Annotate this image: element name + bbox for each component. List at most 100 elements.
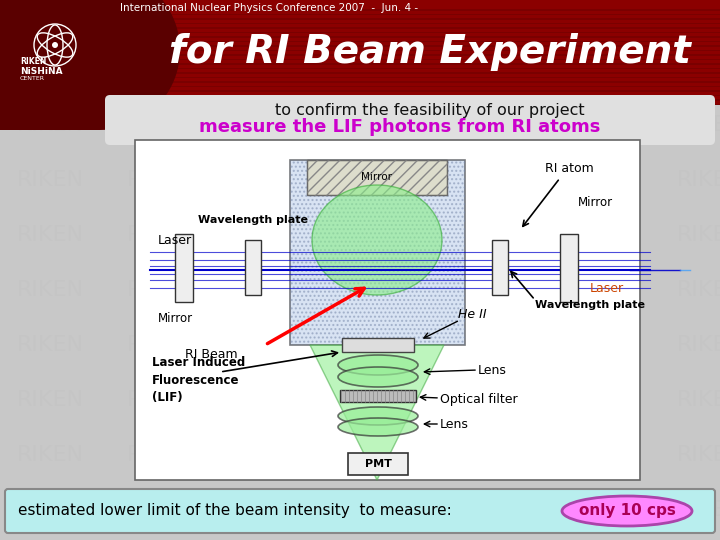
- Text: CENTER: CENTER: [20, 77, 45, 82]
- Text: RIKEN: RIKEN: [567, 500, 634, 520]
- FancyBboxPatch shape: [5, 489, 715, 533]
- Text: Wavelength plate: Wavelength plate: [535, 300, 645, 310]
- Bar: [0, 9, 720, 10]
- Text: Mirror: Mirror: [578, 195, 613, 208]
- Text: RIKEN: RIKEN: [346, 225, 413, 245]
- Bar: [0, 77, 720, 78]
- Text: RIKEN: RIKEN: [127, 5, 194, 25]
- Text: RIKEN: RIKEN: [236, 500, 304, 520]
- Text: RIKEN: RIKEN: [236, 335, 304, 355]
- Bar: [492, 240, 508, 295]
- Text: Mirror: Mirror: [158, 312, 193, 325]
- Text: RIKEN: RIKEN: [17, 280, 84, 300]
- Bar: [0, 36, 720, 37]
- Text: RIKEN: RIKEN: [677, 5, 720, 25]
- Text: RIKEN: RIKEN: [127, 500, 194, 520]
- Text: Lens: Lens: [478, 363, 507, 376]
- Bar: [560, 234, 578, 302]
- Bar: [0, 0, 720, 105]
- Text: RIKEN: RIKEN: [17, 390, 84, 410]
- Bar: [0, 68, 720, 69]
- Text: He II: He II: [458, 308, 487, 321]
- Text: measure the LIF photons from RI atoms: measure the LIF photons from RI atoms: [199, 118, 600, 136]
- Text: Laser: Laser: [590, 281, 624, 294]
- Text: RIKEN: RIKEN: [346, 170, 413, 190]
- Text: RIKEN: RIKEN: [346, 280, 413, 300]
- Text: RIKEN: RIKEN: [677, 225, 720, 245]
- Bar: [340, 390, 416, 402]
- Text: RIKEN: RIKEN: [17, 500, 84, 520]
- Bar: [307, 160, 447, 195]
- Text: RIKEN: RIKEN: [456, 280, 523, 300]
- Text: RIKEN: RIKEN: [236, 170, 304, 190]
- Text: RIKEN: RIKEN: [567, 280, 634, 300]
- Text: RIKEN: RIKEN: [17, 170, 84, 190]
- Bar: [0, 99, 720, 100]
- Text: NiSHiNA: NiSHiNA: [20, 66, 63, 76]
- Text: RIKEN: RIKEN: [456, 115, 523, 135]
- Bar: [135, 140, 640, 480]
- Text: RIKEN: RIKEN: [236, 280, 304, 300]
- Text: RIKEN: RIKEN: [236, 445, 304, 465]
- Text: RIKEN: RIKEN: [456, 445, 523, 465]
- Text: RIKEN: RIKEN: [677, 335, 720, 355]
- Text: RIKEN: RIKEN: [567, 115, 634, 135]
- Text: RIKEN: RIKEN: [456, 5, 523, 25]
- Bar: [0, 0, 115, 105]
- Text: Wavelength plate: Wavelength plate: [198, 215, 308, 225]
- Text: RIKEN: RIKEN: [567, 170, 634, 190]
- Text: RI Beam: RI Beam: [185, 348, 238, 361]
- Text: estimated lower limit of the beam intensity  to measure:: estimated lower limit of the beam intens…: [18, 503, 456, 518]
- Text: Mirror: Mirror: [361, 172, 392, 183]
- Bar: [175, 234, 193, 302]
- Text: RI atom: RI atom: [545, 161, 594, 174]
- Bar: [0, 18, 720, 19]
- Bar: [0, 27, 720, 29]
- Bar: [0, 50, 720, 51]
- Text: Lens: Lens: [440, 417, 469, 430]
- Text: RIKEN: RIKEN: [346, 445, 413, 465]
- Bar: [0, 31, 720, 33]
- Bar: [0, 63, 720, 64]
- Bar: [348, 453, 408, 475]
- Bar: [0, 94, 720, 96]
- Text: RIKEN: RIKEN: [677, 500, 720, 520]
- Text: RIKEN: RIKEN: [127, 280, 194, 300]
- Text: RIKEN: RIKEN: [236, 390, 304, 410]
- Text: RIKEN: RIKEN: [456, 335, 523, 355]
- Text: RIKEN: RIKEN: [17, 335, 84, 355]
- Text: RIKEN: RIKEN: [456, 170, 523, 190]
- Text: International Nuclear Physics Conference 2007  -  Jun. 4 -: International Nuclear Physics Conference…: [120, 3, 418, 13]
- Text: RIKEN: RIKEN: [456, 500, 523, 520]
- Text: RIKEN: RIKEN: [346, 115, 413, 135]
- Bar: [0, 23, 720, 24]
- Bar: [0, 45, 720, 46]
- Circle shape: [52, 42, 58, 48]
- Text: RIKEN: RIKEN: [127, 170, 194, 190]
- Bar: [0, 72, 720, 73]
- Text: RIKEN: RIKEN: [127, 445, 194, 465]
- Text: RIKEN: RIKEN: [17, 115, 84, 135]
- Text: for RI Beam Experiment: for RI Beam Experiment: [169, 33, 691, 71]
- Text: RIKEN: RIKEN: [677, 390, 720, 410]
- Bar: [0, 58, 720, 60]
- Text: only 10 cps: only 10 cps: [579, 503, 675, 518]
- Text: RIKEN: RIKEN: [567, 60, 634, 80]
- Bar: [0, 40, 720, 42]
- Text: RIKEN: RIKEN: [346, 5, 413, 25]
- Text: RIKEN: RIKEN: [567, 225, 634, 245]
- Text: Laser: Laser: [158, 233, 192, 246]
- Text: RIKEN: RIKEN: [677, 60, 720, 80]
- Text: RIKEN: RIKEN: [456, 225, 523, 245]
- Bar: [0, 14, 720, 15]
- Text: RIKEN: RIKEN: [127, 60, 194, 80]
- Text: RIKEN: RIKEN: [677, 170, 720, 190]
- Bar: [0, 90, 720, 91]
- Text: RIKEN: RIKEN: [17, 60, 84, 80]
- Text: RIKEN: RIKEN: [17, 5, 84, 25]
- Text: RIKEN: RIKEN: [567, 335, 634, 355]
- Text: RIKEN: RIKEN: [456, 390, 523, 410]
- Text: RIKEN: RIKEN: [567, 390, 634, 410]
- Text: RIKEN: RIKEN: [567, 5, 634, 25]
- Text: RIKEN: RIKEN: [346, 390, 413, 410]
